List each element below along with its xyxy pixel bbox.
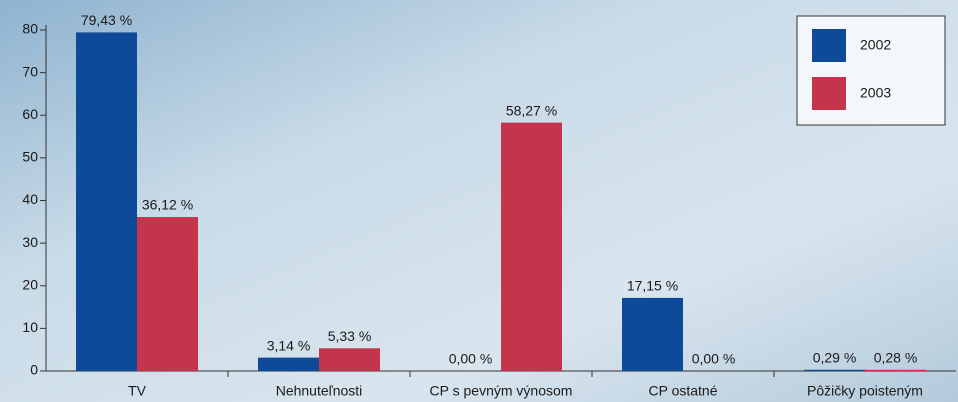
value-label: 36,12 % xyxy=(142,197,193,213)
value-label: 79,43 % xyxy=(81,12,132,28)
y-tick-label: 10 xyxy=(22,319,38,335)
x-tick-label: TV xyxy=(128,383,147,399)
bar xyxy=(137,217,198,371)
x-tick-label: Pôžičky poisteným xyxy=(807,383,923,399)
y-tick-label: 70 xyxy=(22,63,38,79)
value-label: 0,00 % xyxy=(692,351,736,367)
bar xyxy=(76,32,137,371)
y-tick-label: 80 xyxy=(22,21,38,37)
value-label: 17,15 % xyxy=(627,278,678,294)
bar xyxy=(501,122,562,372)
legend-swatch xyxy=(812,77,846,110)
value-label: 0,28 % xyxy=(874,350,918,366)
legend-swatch xyxy=(812,29,846,62)
value-label: 0,29 % xyxy=(813,349,857,365)
bar xyxy=(258,357,319,371)
y-tick-label: 0 xyxy=(30,362,38,378)
y-tick-label: 60 xyxy=(22,106,38,122)
x-tick-label: CP s pevným výnosom xyxy=(430,383,573,399)
bar xyxy=(622,297,683,371)
legend-label: 2002 xyxy=(860,37,891,53)
value-label: 3,14 % xyxy=(267,337,311,353)
bar xyxy=(319,348,380,371)
value-label: 0,00 % xyxy=(449,351,493,367)
value-label: 5,33 % xyxy=(328,328,372,344)
value-label: 58,27 % xyxy=(506,102,557,118)
y-tick-label: 40 xyxy=(22,191,38,207)
legend-label: 2003 xyxy=(860,85,891,101)
y-tick-label: 50 xyxy=(22,149,38,165)
y-tick-label: 30 xyxy=(22,234,38,250)
x-tick-label: Nehnuteľnosti xyxy=(276,383,363,399)
y-tick-label: 20 xyxy=(22,276,38,292)
x-tick-label: CP ostatné xyxy=(648,383,717,399)
bar xyxy=(865,369,926,371)
bar xyxy=(804,369,865,371)
